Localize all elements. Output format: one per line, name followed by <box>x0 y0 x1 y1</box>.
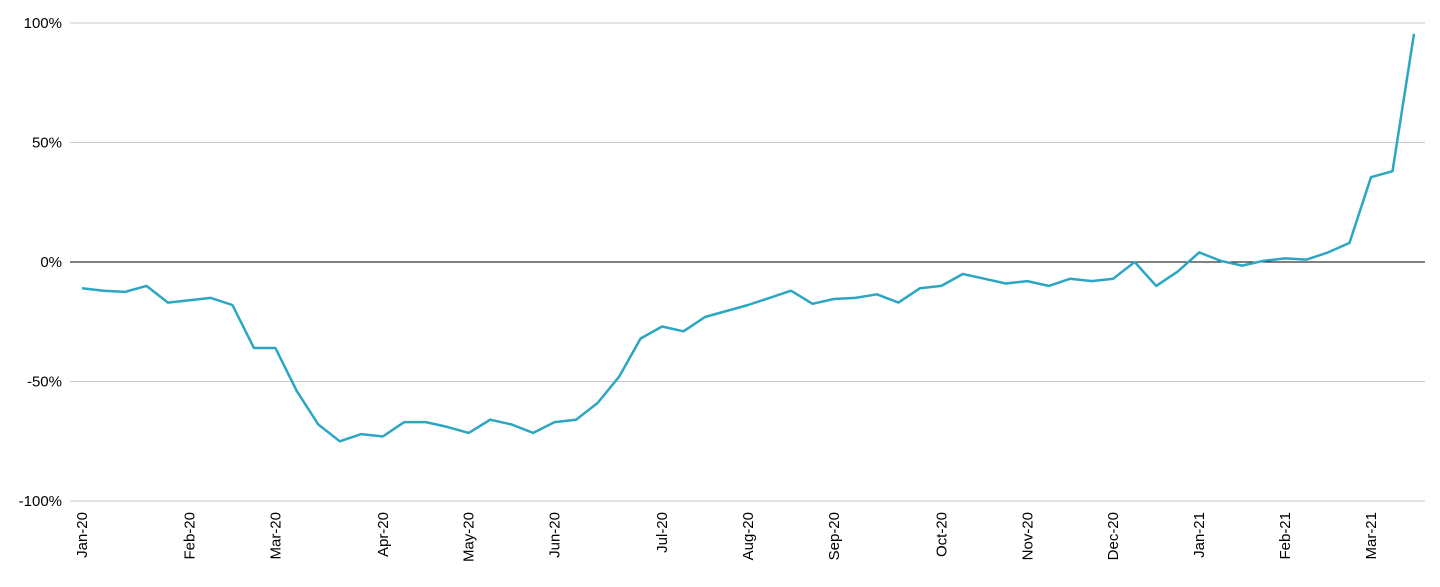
x-tick-label: Jan-20 <box>74 512 91 558</box>
y-tick-label: -100% <box>19 493 62 510</box>
y-tick-label: 0% <box>40 254 62 271</box>
x-tick-label: Nov-20 <box>1019 512 1036 560</box>
x-tick-label: Jul-20 <box>654 512 671 553</box>
x-tick-label: Mar-21 <box>1363 512 1380 560</box>
x-tick-label: Feb-20 <box>181 512 198 560</box>
x-tick-label: Dec-20 <box>1105 512 1122 560</box>
x-tick-label: Aug-20 <box>740 512 757 560</box>
y-tick-label: 100% <box>24 15 62 32</box>
x-tick-label: Oct-20 <box>933 512 950 557</box>
x-tick-label: Mar-20 <box>267 512 284 560</box>
x-tick-label: Sep-20 <box>826 512 843 560</box>
x-tick-label: May-20 <box>461 512 478 562</box>
x-tick-label: Apr-20 <box>375 512 392 557</box>
x-tick-label: Jun-20 <box>547 512 564 558</box>
line-series <box>81 33 1416 443</box>
y-tick-label: 50% <box>32 135 62 152</box>
y-tick-label: -50% <box>27 374 62 391</box>
x-tick-label: Feb-21 <box>1277 512 1294 560</box>
x-tick-label: Jan-21 <box>1191 512 1208 558</box>
